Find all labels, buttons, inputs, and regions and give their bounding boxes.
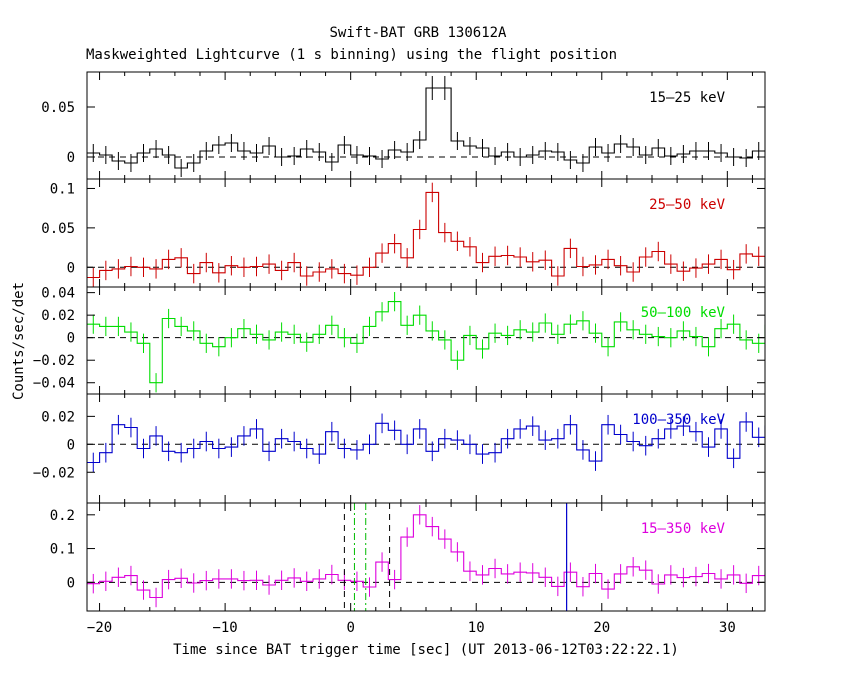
panel-3: −0.04 −0.02 0 0.02 0.04 50–100 keV [33, 286, 766, 395]
y-tick-label: 0.04 [41, 286, 75, 302]
x-tick-label: −10 [212, 620, 237, 636]
y-tick-label: 0.05 [41, 221, 75, 237]
y-tick-label: 0.1 [50, 181, 75, 197]
y-axis-label: Counts/sec/det [11, 282, 27, 400]
y-tick-label: −0.04 [33, 376, 75, 392]
y-tick-label: 0.05 [41, 100, 75, 116]
series-group [87, 76, 765, 177]
chart-title: Swift-BAT GRB 130612A [329, 25, 507, 41]
panel-1: 0 0.05 15–25 keV [41, 71, 766, 180]
panel-2: 0 0.05 0.1 25–50 keV [41, 178, 766, 288]
series-line [87, 301, 765, 384]
y-tick-label: 0.02 [41, 409, 75, 425]
series-line [87, 514, 765, 599]
panel-5: 0 0.1 0.2 15–350 keV [50, 502, 766, 612]
y-tick-label: 0 [67, 260, 75, 276]
x-tick-label: 30 [719, 620, 736, 636]
panel-4: −0.02 0 0.02 100–350 keV [33, 393, 766, 504]
x-tick-label: 10 [468, 620, 485, 636]
panel-frame [86, 286, 766, 395]
panel-label: 15–25 keV [649, 90, 725, 106]
series-group [87, 412, 765, 473]
series-line [87, 421, 765, 464]
series-group [87, 505, 765, 608]
series-line [87, 191, 765, 279]
x-tick-label: 20 [593, 620, 610, 636]
series-group [87, 292, 765, 393]
y-tick-label: 0 [67, 437, 75, 453]
panel-label: 100–350 keV [632, 412, 725, 428]
y-tick-label: 0 [67, 150, 75, 166]
y-tick-label: 0 [67, 575, 75, 591]
series-group [87, 182, 765, 287]
panel-label: 25–50 keV [649, 197, 725, 213]
y-tick-label: −0.02 [33, 353, 75, 369]
y-tick-label: 0.1 [50, 542, 75, 558]
chart-subtitle: Maskweighted Lightcurve (1 s binning) us… [86, 47, 617, 63]
x-tick-label: −20 [87, 620, 112, 636]
x-axis-label: Time since BAT trigger time [sec] (UT 20… [173, 642, 679, 658]
x-tick-label: 0 [346, 620, 354, 636]
y-tick-label: 0.02 [41, 308, 75, 324]
panel-label: 50–100 keV [641, 305, 726, 321]
panel-label: 15–350 keV [641, 521, 726, 537]
y-tick-label: 0 [67, 331, 75, 347]
y-tick-label: 0.2 [50, 508, 75, 524]
marker-group [343, 503, 568, 611]
y-tick-label: −0.02 [33, 465, 75, 481]
